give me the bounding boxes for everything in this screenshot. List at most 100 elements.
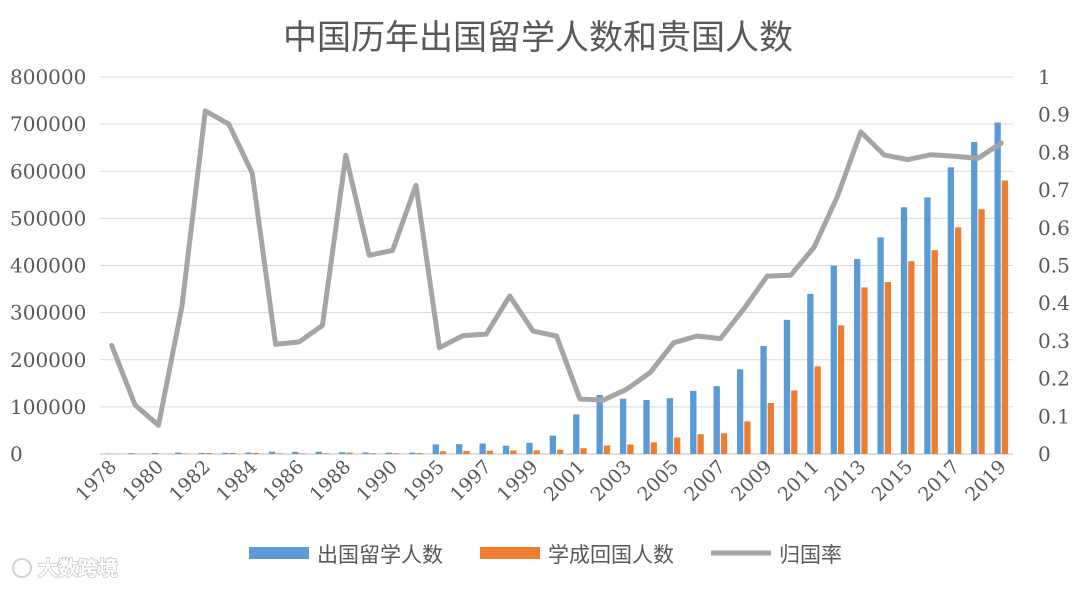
gridlines bbox=[100, 76, 1013, 455]
bar-returned bbox=[908, 261, 915, 454]
bar-outbound bbox=[479, 443, 486, 454]
x-tick-label: 2017 bbox=[914, 456, 964, 506]
x-tick-label: 1978 bbox=[71, 456, 121, 506]
x-tick-label: 2013 bbox=[821, 456, 871, 506]
bar-outbound bbox=[924, 197, 931, 455]
right-tick-label: 0.9 bbox=[1038, 103, 1070, 127]
right-tick-label: 0.5 bbox=[1038, 254, 1070, 278]
legend-label-returned: 学成回国人数 bbox=[548, 543, 674, 567]
bar-outbound bbox=[619, 398, 627, 454]
bar-outbound bbox=[736, 369, 744, 454]
legend-swatch-returned bbox=[480, 547, 540, 559]
left-axis-ticks: 0 100000 200000 300000 400000 500000 600000 700… bbox=[10, 65, 86, 466]
left-tick-label: 400000 bbox=[10, 254, 86, 278]
return-rate-line bbox=[109, 108, 1004, 428]
x-tick-label: 2011 bbox=[774, 456, 824, 506]
x-tick-label: 1997 bbox=[446, 456, 496, 506]
bar-returned bbox=[978, 209, 985, 454]
bar-returned bbox=[837, 325, 845, 454]
bar-returned bbox=[299, 453, 306, 454]
right-tick-label: 0.1 bbox=[1038, 404, 1070, 428]
bar-returned bbox=[346, 452, 353, 454]
bar-returned bbox=[252, 452, 259, 454]
watermark-text: 大数跨境 bbox=[38, 556, 118, 580]
bar-returned bbox=[744, 421, 751, 454]
bar-outbound bbox=[502, 445, 510, 454]
bar-outbound bbox=[596, 395, 603, 454]
left-tick-label: 700000 bbox=[10, 112, 86, 136]
x-tick-label: 2009 bbox=[727, 456, 777, 506]
bar-returned bbox=[463, 450, 470, 454]
bar-returned bbox=[627, 444, 634, 454]
x-tick-label: 2007 bbox=[680, 456, 730, 506]
bar-outbound bbox=[900, 207, 908, 454]
x-tick-label: 1986 bbox=[259, 456, 309, 506]
bar-returned bbox=[393, 453, 400, 454]
bar-returned bbox=[182, 453, 189, 454]
bar-outbound bbox=[690, 390, 697, 454]
right-tick-label: 1 bbox=[1038, 65, 1051, 89]
bar-outbound bbox=[245, 452, 252, 454]
left-tick-label: 800000 bbox=[10, 65, 86, 89]
bar-returned bbox=[603, 445, 611, 454]
bar-outbound bbox=[760, 345, 767, 454]
bar-returned bbox=[533, 450, 540, 454]
x-tick-label: 2005 bbox=[633, 456, 683, 506]
right-tick-label: 0.8 bbox=[1038, 140, 1070, 164]
left-tick-label: 200000 bbox=[10, 348, 86, 372]
bar-returned bbox=[931, 250, 938, 454]
bar-returned bbox=[814, 366, 821, 454]
bar-returned bbox=[510, 450, 517, 454]
legend-item-outbound: 出国留学人数 bbox=[249, 543, 443, 567]
bar-outbound bbox=[807, 293, 814, 454]
bar-outbound bbox=[994, 122, 1001, 455]
bar-outbound bbox=[339, 452, 346, 454]
bar-returned bbox=[650, 442, 657, 454]
bar-returned bbox=[954, 227, 962, 454]
x-axis-ticks: 1978198019821984198619881990199519971999… bbox=[71, 456, 1010, 506]
bar-outbound bbox=[385, 452, 393, 454]
legend-label-return-rate: 归国率 bbox=[779, 543, 842, 567]
right-tick-label: 0.4 bbox=[1038, 291, 1070, 315]
legend: 出国留学人数 学成回国人数 归国率 bbox=[249, 543, 842, 567]
bar-returned bbox=[229, 452, 236, 454]
left-tick-label: 600000 bbox=[10, 159, 86, 183]
bar-returned bbox=[1001, 180, 1009, 454]
bar-returned bbox=[439, 451, 447, 454]
bar-outbound bbox=[713, 386, 720, 454]
bar-returned bbox=[861, 287, 868, 454]
bar-outbound bbox=[573, 414, 580, 454]
bar-returned bbox=[884, 282, 892, 454]
bar-outbound bbox=[315, 451, 322, 454]
bar-outbound bbox=[783, 319, 791, 454]
bar-returned bbox=[205, 453, 213, 454]
left-tick-label: 0 bbox=[10, 442, 23, 466]
x-tick-label: 1988 bbox=[306, 456, 356, 506]
bar-outbound bbox=[854, 258, 861, 454]
bar-returned bbox=[674, 437, 681, 454]
bar-outbound bbox=[432, 444, 439, 454]
bar-returned bbox=[486, 450, 494, 454]
bar-series bbox=[104, 122, 1009, 455]
bar-returned bbox=[322, 453, 330, 454]
bar-outbound bbox=[877, 237, 884, 454]
bar-outbound bbox=[221, 452, 229, 454]
x-tick-label: 1984 bbox=[212, 456, 262, 506]
watermark-logo-icon bbox=[12, 558, 32, 578]
bar-outbound bbox=[198, 452, 205, 454]
legend-item-return-rate: 归国率 bbox=[711, 543, 842, 567]
right-tick-label: 0.7 bbox=[1038, 178, 1070, 202]
bar-returned bbox=[720, 433, 728, 454]
bar-outbound bbox=[268, 451, 276, 454]
chart-title: 中国历年出国留学人数和贵国人数 bbox=[283, 18, 793, 58]
bar-returned bbox=[557, 449, 564, 454]
bar-outbound bbox=[947, 167, 954, 454]
x-tick-label: 2001 bbox=[540, 456, 590, 506]
right-tick-label: 0.2 bbox=[1038, 367, 1070, 391]
left-tick-label: 500000 bbox=[10, 206, 86, 230]
bar-outbound bbox=[971, 141, 978, 454]
bar-returned bbox=[416, 453, 423, 454]
legend-item-returned: 学成回国人数 bbox=[480, 543, 674, 567]
left-tick-label: 300000 bbox=[10, 301, 86, 325]
